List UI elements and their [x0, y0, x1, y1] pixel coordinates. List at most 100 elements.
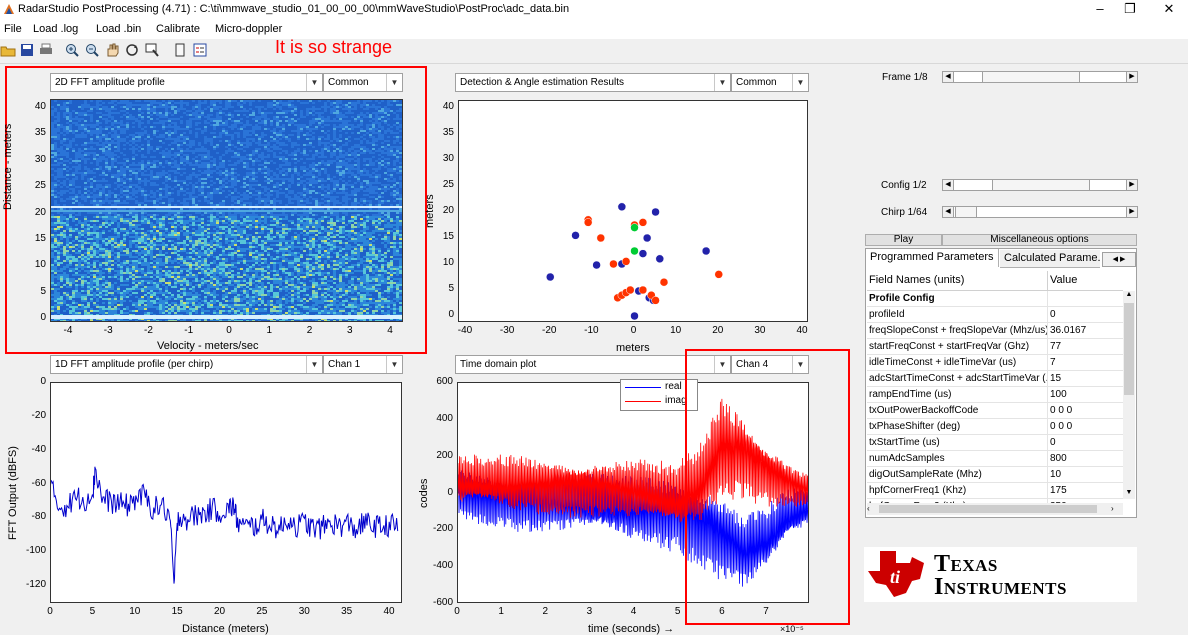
x-tick-label: 1	[498, 606, 504, 617]
table-cell-value[interactable]: 0	[1050, 309, 1056, 320]
slider-left-arrow-icon[interactable]: ◀	[943, 207, 954, 217]
table-cell-value[interactable]: 800	[1050, 453, 1067, 464]
table-row[interactable]: txOutPowerBackoffCode 0 0 0	[867, 403, 1123, 419]
chevron-down-icon: ▼	[386, 356, 402, 373]
menu-micro-doppler[interactable]: Micro-doppler	[215, 23, 283, 35]
y-tick-label: -80	[31, 511, 46, 523]
table-vscroll-thumb[interactable]	[1124, 303, 1134, 395]
scroll-right-icon[interactable]: ›	[1111, 504, 1114, 513]
config-slider-thumb[interactable]	[992, 180, 1090, 190]
tab-scroll-arrows-icon[interactable]: ◀ ▶	[1102, 252, 1136, 267]
zoom-in-icon[interactable]	[64, 42, 80, 58]
chirp-slider-thumb[interactable]	[955, 207, 978, 217]
y-tick-label: 20	[442, 205, 454, 216]
table-cell-value[interactable]: 15	[1050, 373, 1062, 384]
data-cursor-icon[interactable]	[144, 42, 160, 58]
heatmap-plot[interactable]	[50, 99, 403, 322]
table-cell-value[interactable]: 175	[1050, 485, 1067, 496]
scatter-plot[interactable]	[458, 100, 808, 322]
menu-load-log[interactable]: Load .log	[33, 23, 79, 35]
tab-programmed-parameters[interactable]: Programmed Parameters	[866, 249, 999, 267]
save-icon[interactable]	[19, 42, 35, 58]
table-cell-value[interactable]: 100	[1050, 389, 1067, 400]
panel2-xlabel: meters	[616, 342, 650, 354]
frame-slider[interactable]: ◀ ▶	[942, 71, 1138, 83]
table-row[interactable]: startFreqConst + startFreqVar (Ghz) 77	[867, 339, 1123, 355]
colorbar-icon[interactable]	[172, 42, 188, 58]
misc-options-button[interactable]: Miscellaneous options	[942, 234, 1137, 246]
table-row[interactable]: Profile Config	[867, 291, 1123, 307]
print-icon[interactable]	[38, 42, 54, 58]
table-row[interactable]: hpfCornerFreq1 (Khz) 175	[867, 483, 1123, 499]
menu-calibrate[interactable]: Calibrate	[156, 23, 201, 35]
slider-right-arrow-icon[interactable]: ▶	[1126, 72, 1137, 82]
panel2-channel-select[interactable]: Common ▼	[731, 73, 809, 92]
table-cell-value[interactable]: 77	[1050, 341, 1062, 352]
table-cell-field: digOutSampleRate (Mhz)	[869, 469, 982, 480]
table-row[interactable]: idleTimeConst + idleTimeVar (us) 7	[867, 355, 1123, 371]
table-row[interactable]: adcStartTimeConst + adcStartTimeVar (...…	[867, 371, 1123, 387]
table-cell-value[interactable]: 7	[1050, 357, 1056, 368]
detection-point-red	[651, 296, 660, 305]
close-button[interactable]: ✕	[1163, 1, 1175, 16]
scroll-down-icon[interactable]: ▼	[1125, 489, 1133, 496]
y-tick-label: -400	[432, 560, 453, 572]
panel4-plot-select[interactable]: Time domain plot ▼	[455, 355, 731, 374]
zoom-out-icon[interactable]	[84, 42, 100, 58]
scroll-up-icon[interactable]: ▲	[1125, 291, 1133, 298]
table-hscrollbar[interactable]: ‹ ›	[867, 503, 1123, 515]
chirp-label: Chirp 1/64	[881, 207, 928, 218]
x-tick-label: 3	[346, 325, 353, 336]
panel4-channel-select[interactable]: Chan 4 ▼	[731, 355, 809, 374]
chirp-slider[interactable]: ◀ ▶	[942, 206, 1138, 218]
table-row[interactable]: txStartTime (us) 0	[867, 435, 1123, 451]
table-row[interactable]: profileId 0	[867, 307, 1123, 323]
x-tick-label: 5	[89, 606, 96, 617]
panel3-plot-select[interactable]: 1D FFT amplitude profile (per chirp) ▼	[50, 355, 323, 374]
table-cell-field: adcStartTimeConst + adcStartTimeVar (...	[869, 373, 1047, 384]
legend-icon[interactable]	[192, 42, 208, 58]
rotate-3d-icon[interactable]	[124, 42, 140, 58]
panel1-plot-select[interactable]: 2D FFT amplitude profile ▼	[50, 73, 323, 92]
table-row[interactable]: rampEndTime (us) 100	[867, 387, 1123, 403]
panel1-channel-select[interactable]: Common ▼	[323, 73, 403, 92]
slider-left-arrow-icon[interactable]: ◀	[943, 180, 954, 190]
table-row[interactable]: txPhaseShifter (deg) 0 0 0	[867, 419, 1123, 435]
y-tick-label: 40	[442, 101, 454, 112]
chevron-down-icon: ▼	[792, 74, 808, 91]
table-row[interactable]: digOutSampleRate (Mhz) 10	[867, 467, 1123, 483]
slider-left-arrow-icon[interactable]: ◀	[943, 72, 954, 82]
y-tick-label: 400	[436, 412, 453, 424]
app-icon	[3, 3, 15, 15]
minimize-button[interactable]: –	[1096, 1, 1104, 16]
table-cell-value[interactable]: 0	[1050, 437, 1056, 448]
table-cell-value[interactable]: 36.0167	[1050, 325, 1087, 336]
table-row[interactable]: freqSlopeConst + freqSlopeVar (Mhz/us) 36…	[867, 323, 1123, 339]
menu-load-bin[interactable]: Load .bin	[96, 23, 142, 35]
x-tick-label: 35	[341, 606, 353, 617]
table-cell-field: idleTimeConst + idleTimeVar (us)	[869, 357, 1017, 368]
table-hscroll-thumb[interactable]	[879, 505, 1097, 513]
slider-right-arrow-icon[interactable]: ▶	[1126, 207, 1137, 217]
table-row[interactable]: numAdcSamples 800	[867, 451, 1123, 467]
panel3-channel-select[interactable]: Chan 1 ▼	[323, 355, 403, 374]
scroll-left-icon[interactable]: ‹	[867, 504, 870, 513]
slider-right-arrow-icon[interactable]: ▶	[1126, 180, 1137, 190]
frame-slider-thumb[interactable]	[982, 72, 1081, 82]
open-folder-icon[interactable]	[0, 42, 16, 58]
detection-point-red	[659, 277, 669, 287]
table-vscrollbar[interactable]: ▲ ▼	[1123, 291, 1135, 499]
table-cell-value[interactable]: 0 0 0	[1050, 405, 1073, 416]
x-tick-label: 25	[256, 606, 268, 617]
table-cell-value[interactable]: 10	[1050, 469, 1062, 480]
fft1d-plot[interactable]	[50, 382, 402, 603]
menu-file[interactable]: File	[4, 23, 22, 35]
time-domain-plot[interactable]	[457, 382, 809, 603]
play-button[interactable]: Play	[865, 234, 942, 246]
pan-hand-icon[interactable]	[104, 42, 120, 58]
config-slider[interactable]: ◀ ▶	[942, 179, 1138, 191]
maximize-button[interactable]: ❐	[1124, 1, 1136, 16]
tab-calculated-parameters[interactable]: Calculated Parame...	[1000, 250, 1100, 268]
panel2-plot-select[interactable]: Detection & Angle estimation Results ▼	[455, 73, 731, 92]
table-cell-value[interactable]: 0 0 0	[1050, 421, 1073, 432]
